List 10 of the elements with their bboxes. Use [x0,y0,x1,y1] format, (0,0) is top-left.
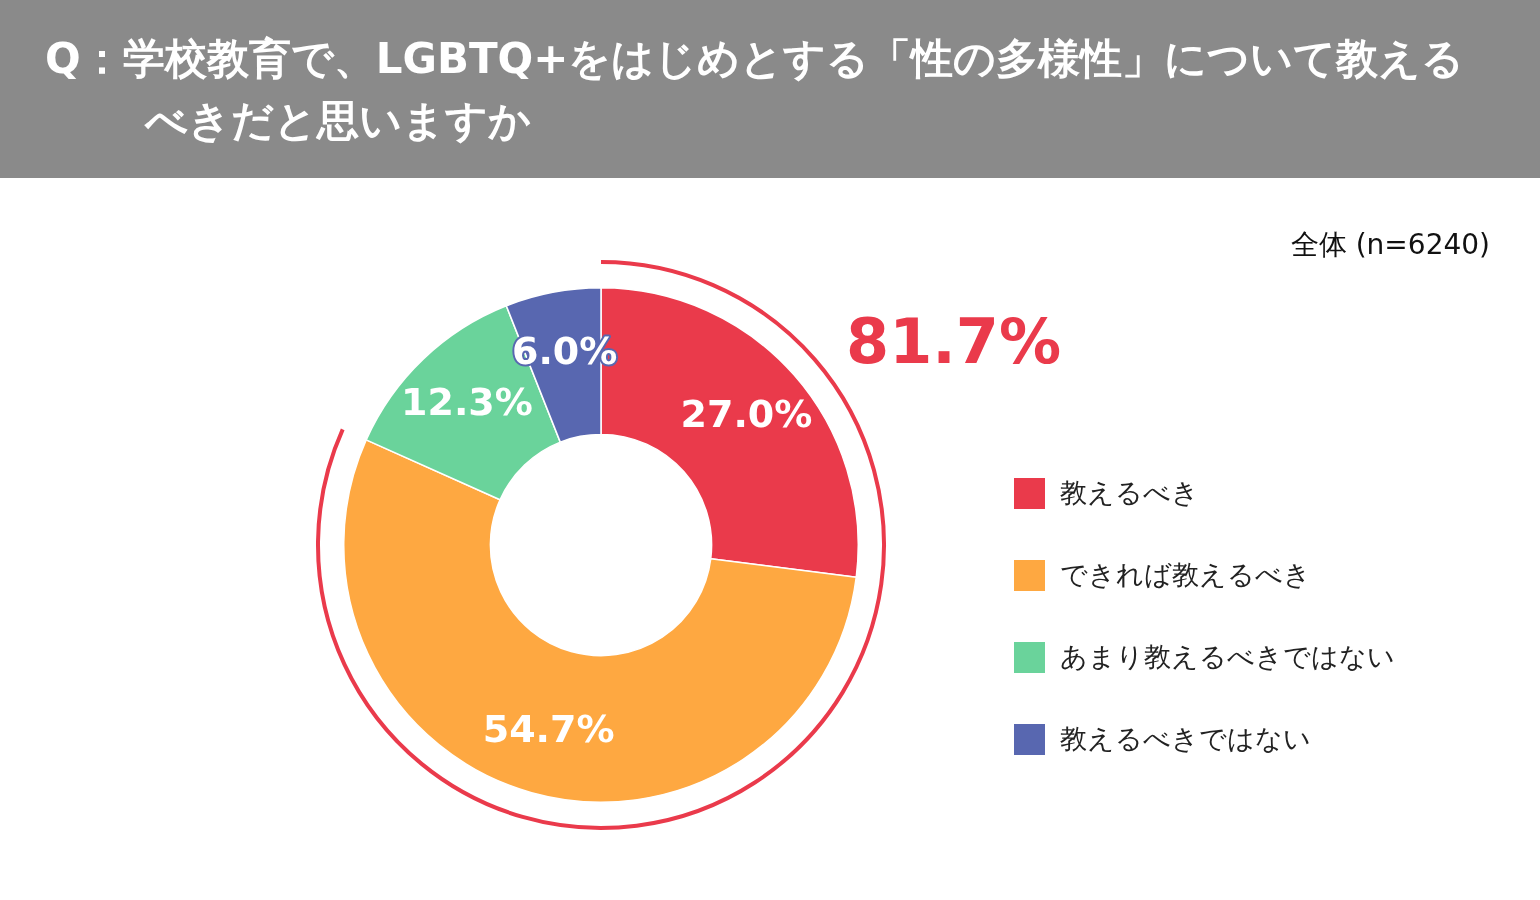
chart-subtitle: 全体 (n=6240) [1290,227,1490,263]
legend-label: あまり教えるべきではない [1060,640,1395,674]
legend-label: 教えるべき [1060,476,1199,510]
text: 81.7% [846,305,1062,378]
data-label: 27.0% [680,391,813,436]
legend-label: できれば教えるべき [1060,558,1311,592]
data-label: 12.3% [400,379,533,424]
chart-title: Q：学校教育で、LGBTQ+をはじめとする「性の多様性」について教えるべきだと思いますか [0,0,1540,178]
data-label: 54.7% [482,706,615,751]
legend-label: 教えるべきではない [1060,722,1311,756]
